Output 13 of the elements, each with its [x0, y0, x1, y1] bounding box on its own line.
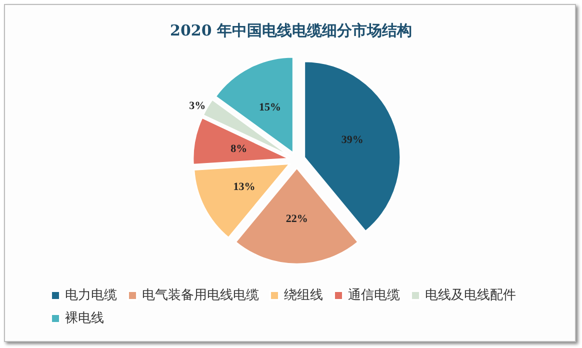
legend-label: 裸电线	[65, 311, 104, 326]
data-label: 13%	[233, 180, 256, 193]
chart-title: 2020 年中国电线电缆细分市场结构	[170, 22, 412, 40]
legend-label: 电线及电线配件	[425, 288, 516, 303]
legend-label: 绕组线	[284, 288, 323, 303]
legend-label: 电力电缆	[65, 288, 117, 303]
data-label: 8%	[230, 143, 248, 156]
data-label: 15%	[259, 102, 282, 114]
data-label: 3%	[189, 100, 206, 112]
legend-label: 电气装备用电线电缆	[142, 288, 259, 303]
legend-label: 通信电缆	[348, 288, 400, 303]
data-label: 22%	[286, 213, 308, 226]
data-label: 39%	[341, 134, 364, 146]
